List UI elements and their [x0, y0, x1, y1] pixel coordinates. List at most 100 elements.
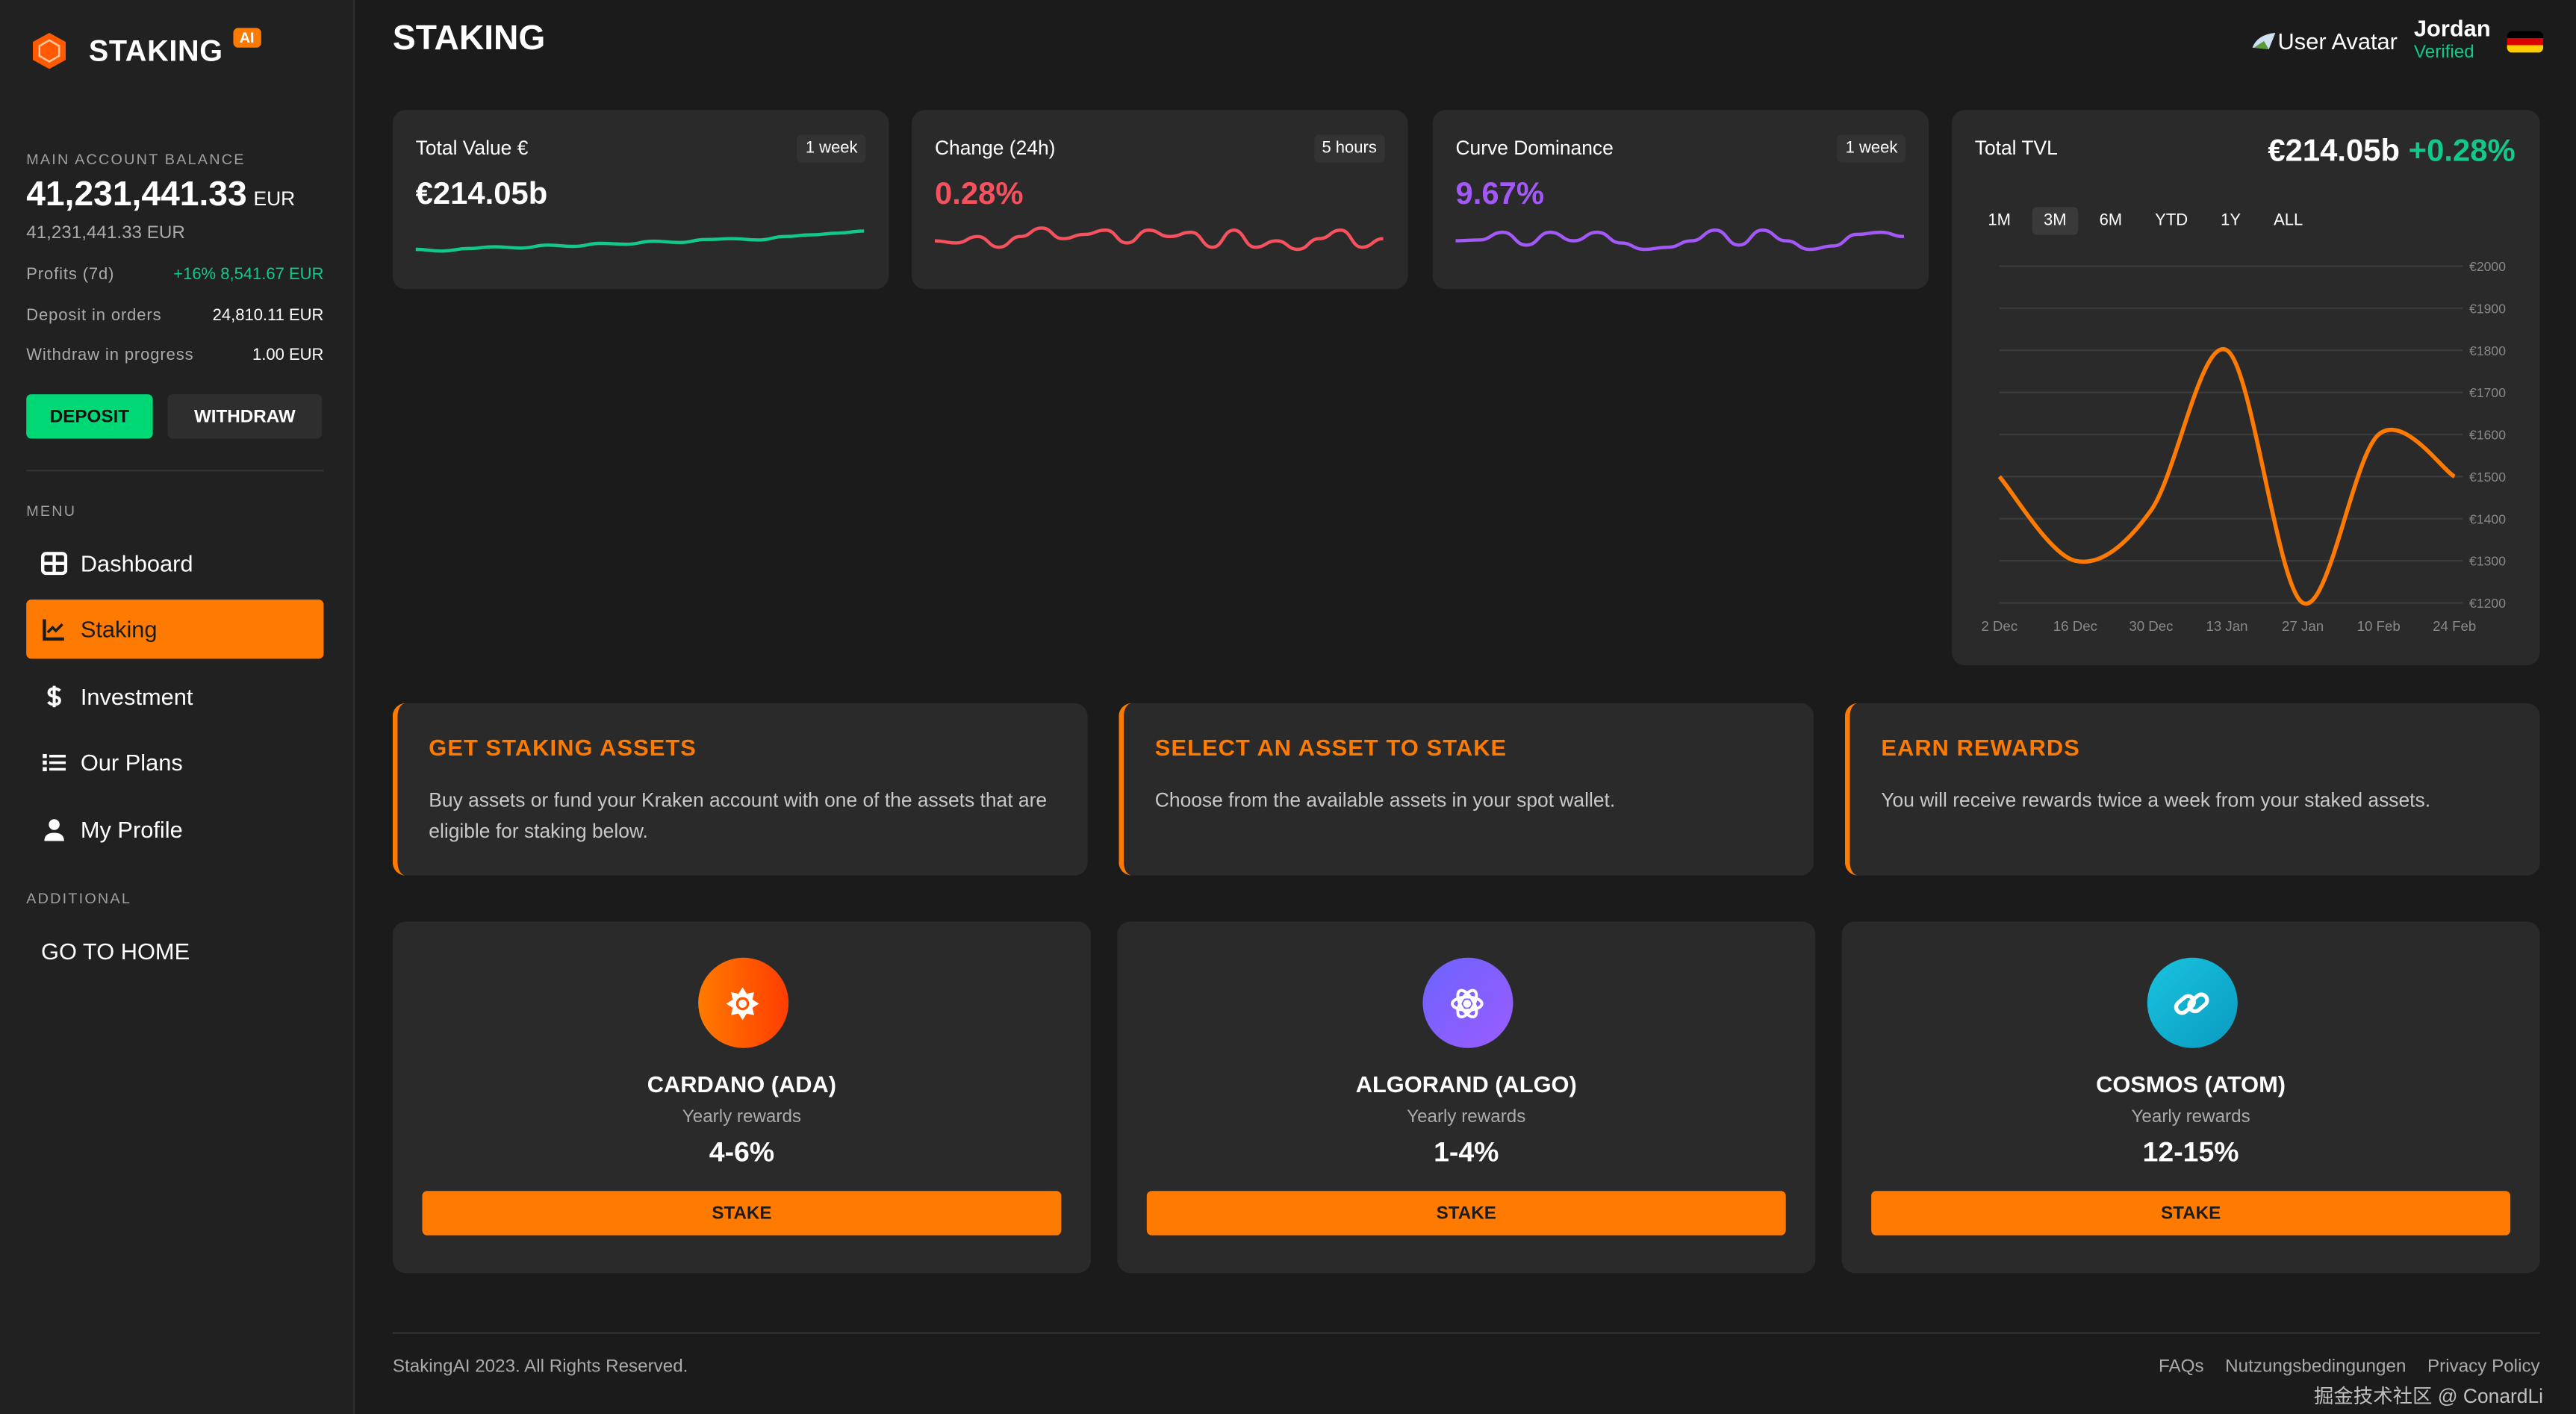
x-tick-label: 13 Jan	[2206, 618, 2247, 634]
range-tab-1m[interactable]: 1M	[1988, 211, 2011, 231]
link-icon	[2146, 957, 2237, 1048]
sparkline	[415, 229, 865, 253]
balance-value: 41,231,441.33 EUR	[26, 175, 295, 215]
rewards-rate: 1-4%	[1434, 1136, 1499, 1168]
nav-label: My Profile	[80, 816, 183, 843]
balance-amount: 41,231,441.33	[26, 175, 247, 214]
user-icon	[44, 819, 64, 841]
x-tick-label: 10 Feb	[2357, 618, 2401, 634]
row-value: +16% 8,541.67 EUR	[173, 266, 324, 284]
terms-link[interactable]: Nutzungsbedingungen	[2225, 1357, 2407, 1377]
y-tick-label: €1400	[2469, 511, 2506, 526]
grid-icon	[41, 552, 68, 576]
stat-title: Curve Dominance	[1455, 136, 1614, 160]
withdraw-progress-row: Withdraw in progress 1.00 EUR	[26, 346, 323, 364]
rewards-label: Yearly rewards	[682, 1107, 802, 1127]
stat-period-badge[interactable]: 5 hours	[1313, 134, 1385, 163]
sidebar-item-staking[interactable]: Staking	[26, 599, 324, 659]
stat-card: Change (24h) 5 hours 0.28%	[912, 110, 1408, 290]
step-card: GET STAKING ASSETS Buy assets or fund you…	[392, 703, 1088, 876]
balance-secondary: 41,231,441.33 EUR	[26, 223, 185, 243]
privacy-link[interactable]: Privacy Policy	[2427, 1357, 2540, 1377]
range-tab-6m[interactable]: 6M	[2099, 211, 2123, 231]
nav-label: Investment	[80, 683, 193, 710]
range-tab-all[interactable]: ALL	[2274, 211, 2303, 231]
chart-line-icon	[43, 619, 64, 641]
nav-label: Dashboard	[80, 550, 193, 577]
sidebar-item-investment[interactable]: Investment	[26, 667, 323, 726]
tvl-value: €214.05b	[2268, 134, 2401, 169]
row-label: Profits (7d)	[26, 266, 115, 284]
stat-value: 9.67%	[1455, 177, 1545, 212]
sparkline-path	[1455, 228, 1905, 252]
row-label: Deposit in orders	[26, 307, 162, 326]
user-name: Jordan	[2413, 14, 2491, 42]
footer-links: FAQs Nutzungsbedingungen Privacy Policy	[2159, 1357, 2540, 1376]
nav-label: GO TO HOME	[41, 938, 190, 965]
logo[interactable]: STAKING AI	[30, 28, 261, 71]
x-tick-label: 24 Feb	[2433, 618, 2476, 634]
stat-period-badge[interactable]: 1 week	[1837, 134, 1906, 163]
rewards-rate: 4-6%	[709, 1136, 775, 1168]
balance-currency: EUR	[253, 187, 296, 211]
stat-value: 0.28%	[934, 177, 1024, 212]
asset-name: COSMOS (ATOM)	[2096, 1071, 2286, 1097]
sparkline	[1455, 228, 1905, 252]
y-tick-label: €1200	[2469, 596, 2506, 611]
stat-title: Change (24h)	[934, 136, 1056, 160]
atom-icon	[1422, 957, 1513, 1048]
copyright: StakingAI 2023. All Rights Reserved.	[392, 1357, 688, 1377]
y-tick-label: €1300	[2469, 554, 2506, 569]
page-title: STAKING	[392, 19, 546, 58]
range-tab-1y[interactable]: 1Y	[2221, 211, 2241, 231]
range-tab-3m[interactable]: 3M	[2032, 207, 2078, 235]
list-icon	[43, 753, 66, 772]
go-to-home-link[interactable]: GO TO HOME	[26, 921, 323, 980]
range-tab-ytd[interactable]: YTD	[2155, 211, 2188, 231]
asset-name: CARDANO (ADA)	[647, 1071, 837, 1097]
sparkline-path	[934, 226, 1384, 252]
asset-card: COSMOS (ATOM) Yearly rewards 12-15% STAKE	[1841, 921, 2540, 1274]
stake-button[interactable]: STAKE	[422, 1191, 1062, 1236]
rewards-label: Yearly rewards	[1407, 1107, 1526, 1127]
y-tick-label: €1700	[2469, 385, 2506, 400]
step-title: SELECT AN ASSET TO STAKE	[1154, 734, 1508, 761]
sidebar: STAKING AI MAIN ACCOUNT BALANCE 41,231,4…	[0, 0, 355, 1414]
deposit-button[interactable]: DEPOSIT	[26, 394, 153, 439]
x-tick-label: 16 Dec	[2053, 618, 2097, 634]
tvl-line-chart: €2000 €1900 €1800 €1700 €1600 €1500 €1400 €1300…	[1981, 259, 2506, 634]
asset-name: ALGORAND (ALGO)	[1355, 1071, 1577, 1097]
sidebar-item-dashboard[interactable]: Dashboard	[26, 534, 323, 593]
stat-value: €214.05b	[415, 177, 548, 212]
faqs-link[interactable]: FAQs	[2159, 1357, 2204, 1377]
stake-button[interactable]: STAKE	[1871, 1191, 2511, 1236]
y-tick-label: €1900	[2469, 301, 2506, 316]
step-description: Buy assets or fund your Kraken account w…	[429, 788, 1048, 843]
range-tabs: 1M 3M 6M YTD 1Y ALL	[1976, 204, 2324, 235]
nav-label: Our Plans	[80, 749, 183, 776]
verified-status: Verified	[2413, 43, 2474, 63]
y-tick-label: €1600	[2469, 428, 2506, 443]
stat-card: Total Value € 1 week €214.05b	[392, 110, 889, 290]
stat-period-badge[interactable]: 1 week	[797, 134, 866, 163]
menu-label: MENU	[26, 502, 77, 520]
footer-divider	[392, 1332, 2540, 1334]
sidebar-item-my-profile[interactable]: My Profile	[26, 800, 323, 859]
sun-icon	[697, 957, 788, 1048]
rewards-rate: 12-15%	[2142, 1136, 2239, 1168]
withdraw-button[interactable]: WITHDRAW	[167, 394, 323, 439]
divider	[26, 470, 324, 472]
x-tick-label: 27 Jan	[2282, 618, 2324, 634]
step-title: EARN REWARDS	[1881, 734, 2080, 761]
asset-card: CARDANO (ADA) Yearly rewards 4-6% STAKE	[392, 921, 1091, 1274]
german-flag-icon[interactable]	[2507, 30, 2544, 52]
avatar[interactable]: User Avatar	[2251, 28, 2398, 54]
step-description: Choose from the available assets in your…	[1154, 788, 1616, 812]
step-card: SELECT AN ASSET TO STAKE Choose from the …	[1119, 703, 1814, 876]
stake-button[interactable]: STAKE	[1146, 1191, 1786, 1236]
sidebar-item-our-plans[interactable]: Our Plans	[26, 732, 323, 791]
tvl-card: Total TVL €214.05b +0.28% 1M 3M 6M YTD 1Y ALL…	[1951, 110, 2540, 666]
deposit-orders-row: Deposit in orders 24,810.11 EUR	[26, 307, 323, 325]
user-menu[interactable]: User Avatar Jordan Verified	[2251, 14, 2544, 66]
